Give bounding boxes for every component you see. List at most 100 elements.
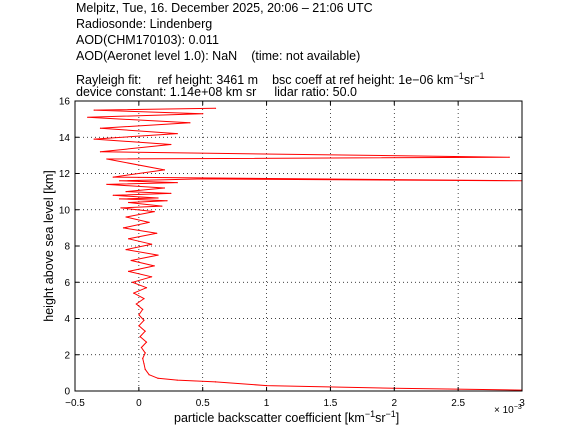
profile-point [202,178,204,180]
profile-point [170,192,172,194]
x-tick-label: 0 [136,398,142,409]
profile-point [131,281,134,283]
y-tick-label: 12 [59,169,71,180]
bsc-coeff: bsc coeff at ref height: 1e−06 km [272,73,454,88]
profile-point [93,109,95,111]
profile-point [145,287,148,289]
x-tick-label: 2.5 [451,398,465,409]
profile-point [133,292,135,294]
profile-point [119,180,121,182]
profile-point [153,265,155,267]
profile-point [157,254,159,256]
profile-point [266,385,268,387]
radiosonde-line: Radiosonde: Lindenberg [76,17,213,31]
profile-point [170,143,172,146]
profile-point [163,187,165,189]
aod-aeronet-line: AOD(Aeronet level 1.0): NaN (time: not av… [76,49,361,63]
profile-point [153,211,155,213]
profile-point [148,374,150,376]
profile-point [157,197,159,199]
profile-point [128,201,130,204]
rayleigh-label: Rayleigh fit: [76,73,142,88]
y-tick-label: 0 [64,387,70,398]
bsc-unit-sr: sr [463,73,475,88]
profile-point [143,363,145,365]
profile-point [166,200,168,202]
x-tick-label: 3 [519,398,525,409]
profile-point [163,169,165,171]
profile-point [176,133,178,135]
profile-point [145,341,148,343]
ref-height: ref height: 3461 m [157,73,259,88]
profile-point [143,298,145,300]
bsc-unit-exp1: −1 [453,71,464,81]
y-tick-label: 14 [59,133,71,144]
device-constant: device constant: 1.14e+08 km sr [76,85,257,99]
grid [75,101,522,391]
profile-point [151,243,153,245]
profile-point [125,191,127,193]
title-line: Melpitz, Tue, 16. December 2025, 20:06 –… [76,1,373,15]
profile-point [148,221,150,223]
profile-point [128,270,130,272]
y-tick-label: 16 [59,97,71,108]
profile-point [144,352,146,354]
profile-point [135,303,137,305]
y-tick-label: 4 [64,314,70,325]
profile-point [214,107,217,109]
profile-point [130,259,132,262]
x-tick-label: 1.5 [323,398,337,409]
x-tick-label: −0.5 [65,398,85,409]
data-layer [87,107,523,391]
profile-point [99,151,102,153]
profile-point [138,325,140,327]
bsc-unit-exp2: −1 [474,71,485,81]
profile-point [99,127,102,129]
aeronet-time-note: (time: not available) [251,49,361,63]
rayleigh-fit-line: Rayleigh fit: ref height: 3461 m bsc coeff… [76,68,485,88]
profile-point [138,314,140,316]
profile-point [120,207,122,209]
profile-point [93,138,95,140]
profile-point [189,122,191,124]
profile-point [202,113,204,115]
profile-point [144,368,146,370]
profile-point [125,216,127,218]
profile-point [106,183,108,185]
x-tick-label: 2 [392,398,398,409]
profile-point [156,232,158,234]
profile-point [112,194,114,196]
profile-point [144,330,146,332]
profile-point [128,238,130,240]
aod-chm-line: AOD(CHM170103): 0.011 [76,33,219,47]
profile-point [106,158,108,160]
x-tick-label: 1 [264,398,270,409]
profile-point [140,346,142,349]
profile-point [122,227,125,229]
profile-point [142,308,144,310]
y-tick-label: 2 [64,350,70,361]
profile-point [142,357,144,359]
profile-point [87,116,89,118]
backscatter-profile-line [87,107,523,391]
x-axis-multiplier: × 10−3 [494,404,522,416]
profile-point [508,156,510,158]
profile-point [143,319,145,321]
profile-point [119,198,121,200]
x-tick-label: 0.5 [196,398,210,409]
profile-point [151,276,153,278]
device-constant-line: device constant: 1.14e+08 km sr lidar rat… [76,84,357,100]
y-axis-label: height above sea level [km] [42,170,56,321]
profile-point [125,249,127,251]
profile-point [112,176,114,178]
x-axis-label: particle backscatter coefficient [km−1sr… [174,409,399,425]
lidar-ratio: lidar ratio: 50.0 [274,85,357,99]
y-tick-label: 10 [59,205,71,216]
y-tick-label: 6 [64,278,70,289]
profile-point [161,205,163,207]
profile-point [157,377,159,379]
profile-point [176,379,178,381]
profile-point [214,381,217,383]
